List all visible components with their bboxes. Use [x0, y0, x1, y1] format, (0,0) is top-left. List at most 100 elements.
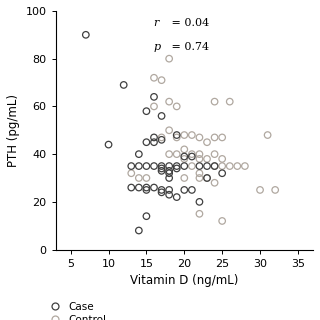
Point — [151, 75, 156, 80]
Point — [235, 164, 240, 169]
Point — [159, 168, 164, 173]
Point — [212, 152, 217, 157]
Point — [144, 140, 149, 145]
Point — [182, 147, 187, 152]
Point — [136, 164, 141, 169]
Point — [136, 175, 141, 180]
Point — [220, 171, 225, 176]
Point — [258, 188, 263, 193]
Point — [167, 164, 172, 169]
Point — [136, 228, 141, 233]
Point — [212, 135, 217, 140]
Point — [136, 152, 141, 157]
Point — [182, 156, 187, 162]
Point — [106, 142, 111, 147]
X-axis label: Vitamin D (ng/mL): Vitamin D (ng/mL) — [130, 274, 238, 287]
Legend: Case, Control: Case, Control — [40, 298, 110, 320]
Point — [197, 152, 202, 157]
Point — [189, 188, 195, 193]
Point — [167, 99, 172, 104]
Point — [273, 188, 278, 193]
Point — [174, 152, 179, 157]
Point — [174, 104, 179, 109]
Point — [159, 188, 164, 193]
Point — [151, 164, 156, 169]
Point — [204, 156, 210, 162]
Point — [159, 166, 164, 171]
Point — [227, 164, 232, 169]
Point — [242, 164, 247, 169]
Point — [174, 195, 179, 200]
Point — [129, 185, 134, 190]
Point — [174, 164, 179, 169]
Point — [167, 175, 172, 180]
Point — [159, 77, 164, 83]
Point — [167, 192, 172, 197]
Point — [167, 171, 172, 176]
Point — [159, 113, 164, 118]
Point — [136, 185, 141, 190]
Point — [197, 164, 202, 169]
Point — [197, 156, 202, 162]
Point — [167, 168, 172, 173]
Point — [197, 211, 202, 216]
Point — [197, 135, 202, 140]
Text: = 0.04: = 0.04 — [168, 18, 209, 28]
Text: = 0.74: = 0.74 — [168, 42, 209, 52]
Point — [220, 164, 225, 169]
Point — [144, 214, 149, 219]
Point — [182, 175, 187, 180]
Point — [167, 56, 172, 61]
Point — [182, 132, 187, 138]
Point — [220, 219, 225, 224]
Point — [182, 154, 187, 159]
Point — [129, 164, 134, 169]
Point — [159, 164, 164, 169]
Point — [197, 199, 202, 204]
Point — [220, 135, 225, 140]
Point — [182, 188, 187, 193]
Point — [204, 175, 210, 180]
Point — [189, 164, 195, 169]
Point — [144, 108, 149, 114]
Point — [167, 188, 172, 193]
Point — [220, 156, 225, 162]
Point — [144, 188, 149, 193]
Text: p: p — [153, 42, 161, 52]
Text: r: r — [153, 18, 159, 28]
Point — [265, 132, 270, 138]
Point — [189, 152, 195, 157]
Point — [212, 164, 217, 169]
Y-axis label: PTH (pg/mL): PTH (pg/mL) — [7, 94, 20, 167]
Point — [197, 175, 202, 180]
Point — [129, 171, 134, 176]
Point — [144, 164, 149, 169]
Point — [204, 140, 210, 145]
Point — [151, 135, 156, 140]
Point — [151, 94, 156, 100]
Point — [189, 154, 195, 159]
Point — [189, 132, 195, 138]
Point — [151, 104, 156, 109]
Point — [83, 32, 88, 37]
Point — [167, 152, 172, 157]
Point — [151, 185, 156, 190]
Point — [159, 190, 164, 195]
Point — [182, 164, 187, 169]
Point — [197, 171, 202, 176]
Point — [174, 166, 179, 171]
Point — [167, 128, 172, 133]
Point — [144, 175, 149, 180]
Point — [204, 164, 210, 169]
Point — [212, 164, 217, 169]
Point — [212, 99, 217, 104]
Point — [121, 82, 126, 87]
Point — [204, 175, 210, 180]
Point — [212, 180, 217, 185]
Point — [227, 99, 232, 104]
Point — [159, 135, 164, 140]
Point — [174, 132, 179, 138]
Point — [159, 137, 164, 142]
Point — [174, 135, 179, 140]
Point — [144, 185, 149, 190]
